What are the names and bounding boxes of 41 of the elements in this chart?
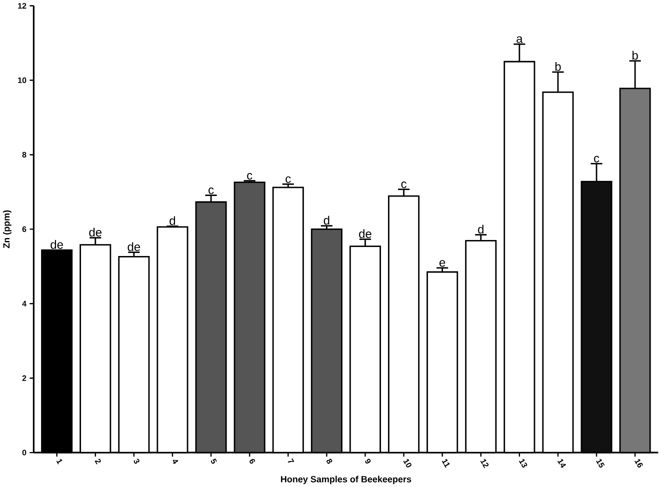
x-tick-label: 15 — [596, 458, 605, 468]
y-tick-label: 10 — [18, 77, 26, 84]
annotation: b — [555, 62, 561, 71]
annotation: de — [50, 240, 63, 249]
annotation: c — [286, 176, 291, 183]
annotation: c — [594, 156, 600, 162]
annotation: c — [208, 187, 214, 194]
x-tick-label: 4 — [172, 460, 178, 464]
x-tick-label: 7 — [288, 458, 294, 463]
y-tick-label: 2 — [22, 375, 26, 381]
x-tick-label: 8 — [326, 458, 332, 464]
annotation: b — [632, 50, 638, 60]
annotation: c — [401, 181, 406, 188]
y-tick-label: 0 — [22, 450, 26, 456]
x-tick-label: 9 — [365, 458, 371, 464]
x-tick-label: 3 — [134, 458, 140, 464]
x-tick-label: 11 — [442, 458, 450, 468]
y-tick-label: 4 — [22, 300, 26, 306]
annotation: d — [170, 216, 176, 225]
x-tick-label: 12 — [480, 458, 489, 468]
y-tick-label: 12 — [18, 2, 26, 8]
annotation: d — [324, 216, 330, 225]
x-tick-label: 5 — [210, 458, 217, 464]
annotation: de — [359, 229, 372, 238]
annotation: de — [89, 228, 102, 236]
x-tick-label: 16 — [634, 458, 643, 468]
annotation: e — [439, 260, 446, 267]
x-axis-title: Honey Samples of Beekeepers — [281, 476, 412, 484]
y-tick-label: 6 — [22, 226, 26, 232]
x-tick-label: 2 — [94, 458, 101, 464]
x-tick-label: 14 — [557, 458, 566, 468]
annotation: a — [516, 36, 523, 43]
x-tick-label: 13 — [518, 458, 528, 468]
annotation: d — [478, 224, 484, 234]
y-axis-title: Zn (ppm) — [3, 210, 12, 248]
annotation: de — [128, 242, 140, 251]
annotation: c — [247, 172, 252, 180]
x-tick-label: 6 — [250, 458, 256, 464]
x-tick-label: 10 — [403, 458, 412, 468]
x-tick-label: 1 — [56, 458, 62, 464]
y-tick-label: 8 — [22, 152, 26, 158]
